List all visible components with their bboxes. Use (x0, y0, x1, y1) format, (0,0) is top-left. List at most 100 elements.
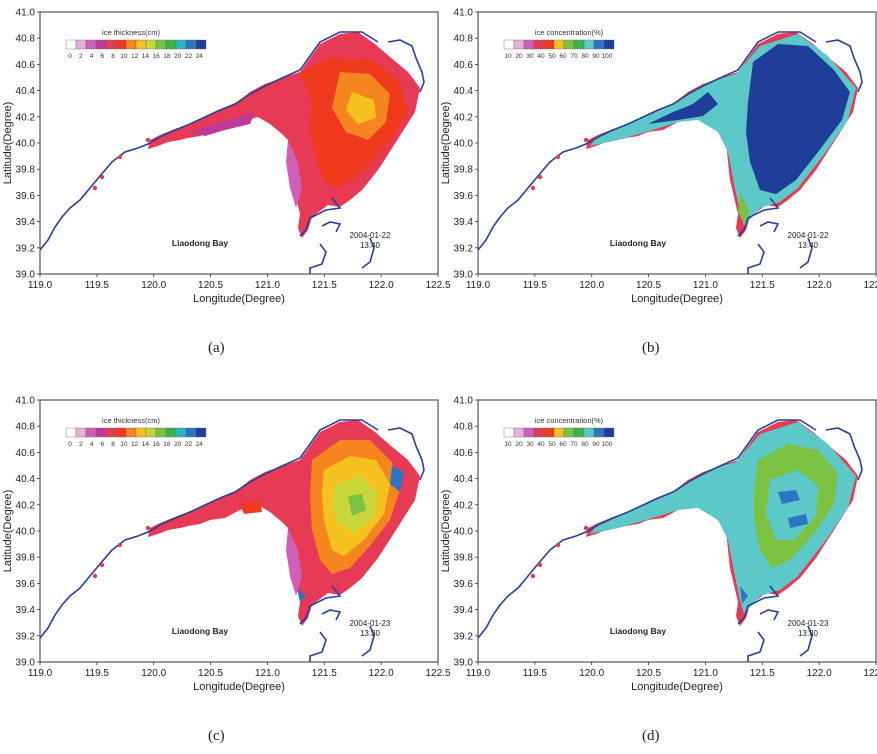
x-axis-label: Longitude(Degree) (193, 681, 285, 693)
ice-spot (117, 154, 123, 160)
coastline (299, 197, 342, 237)
legend-swatch (155, 427, 167, 438)
coastline (825, 39, 863, 93)
y-axis-label: Latitude(Degree) (440, 102, 452, 185)
legend-swatch (105, 39, 117, 50)
legend-tick: 90 (592, 441, 600, 448)
legend-swatch (553, 427, 565, 438)
legend-tick: 10 (120, 441, 128, 448)
y-tick-label: 40.8 (16, 34, 36, 45)
y-tick-label: 39.6 (454, 579, 474, 590)
region-label: Liaodong Bay (172, 626, 228, 636)
legend-tick: 10 (504, 53, 512, 60)
y-tick-label: 40.2 (454, 112, 474, 123)
legend-swatch (65, 427, 77, 438)
legend-tick: 16 (153, 53, 161, 60)
ice-spot (555, 154, 561, 160)
ice-field (778, 490, 800, 504)
legend-tick: 40 (537, 53, 545, 60)
coastline (39, 31, 379, 251)
ice-spot (537, 562, 543, 568)
x-axis-label: Longitude(Degree) (631, 293, 723, 305)
legend-tick: 20 (515, 53, 523, 60)
legend-swatch (593, 39, 605, 50)
legend-tick: 4 (90, 441, 94, 448)
legend-tick: 60 (559, 53, 567, 60)
y-tick-label: 40.6 (454, 448, 474, 459)
x-tick-label: 122.5 (425, 280, 450, 291)
y-tick-label: 39.0 (454, 270, 474, 281)
y-tick-label: 41.0 (454, 8, 474, 19)
legend-tick: 2 (79, 53, 83, 60)
x-tick-label: 122.0 (369, 280, 394, 291)
y-tick-label: 39.6 (454, 191, 474, 202)
legend-tick: 22 (185, 441, 193, 448)
ice-field (746, 44, 850, 194)
legend-swatch (75, 39, 87, 50)
legend-tick: 6 (100, 53, 104, 60)
y-tick-label: 41.0 (16, 396, 36, 407)
legend-tick: 12 (131, 53, 139, 60)
ice-field (390, 466, 404, 492)
map-panel-b: ice concentration(%) 10 20 30 40 50 60 70 80 90 10… (438, 0, 877, 366)
legend-swatch (563, 427, 575, 438)
panel-caption: (a) (208, 340, 225, 356)
x-axis-label: Longitude(Degree) (631, 681, 723, 693)
legend-tick: 80 (581, 441, 589, 448)
y-tick-label: 40.4 (16, 86, 36, 97)
legend-swatch (543, 427, 555, 438)
legend-tick: 2 (79, 441, 83, 448)
x-tick-label: 119.5 (85, 668, 110, 679)
y-tick-label: 40.2 (454, 500, 474, 511)
x-tick-label: 120.0 (141, 280, 166, 291)
coastline (737, 585, 780, 625)
legend-tick: 20 (174, 53, 182, 60)
y-tick-label: 39.8 (454, 165, 474, 176)
ice-field (788, 514, 808, 528)
legend-tick: 30 (526, 53, 534, 60)
stamp-time: 13:30 (798, 629, 819, 638)
y-tick-label: 39.2 (16, 243, 36, 254)
legend-tick: 100 (602, 441, 613, 448)
y-tick-label: 40.0 (454, 139, 474, 150)
coastline (361, 237, 375, 269)
y-tick-label: 39.4 (454, 217, 474, 228)
y-tick-label: 40.2 (16, 112, 36, 123)
x-tick-label: 120.5 (636, 668, 661, 679)
region-label: Liaodong Bay (172, 238, 228, 248)
x-tick-label: 122.0 (369, 668, 394, 679)
stamp-date: 2004-01-23 (788, 619, 829, 628)
legend-tick: 24 (196, 53, 204, 60)
legend-swatch (503, 427, 515, 438)
map-svg: ice thickness(cm)0 2 4 6 8 10 12 14 16 18 20 22 24Li… (2, 8, 451, 306)
y-tick-label: 40.8 (16, 422, 36, 433)
x-tick-label: 121.0 (693, 668, 718, 679)
legend-tick: 40 (537, 441, 545, 448)
x-tick-label: 122.0 (807, 668, 832, 679)
y-tick-label: 39.6 (16, 191, 36, 202)
y-tick-label: 39.0 (16, 658, 36, 669)
coastline (309, 243, 327, 274)
y-tick-label: 39.4 (16, 605, 36, 616)
legend-tick: 80 (581, 53, 589, 60)
legend-swatch (533, 39, 545, 50)
ice-spot (583, 137, 589, 143)
y-axis-label: Latitude(Degree) (2, 102, 14, 185)
legend-swatch (135, 427, 147, 438)
legend-swatch (95, 427, 107, 438)
x-tick-label: 122.5 (425, 668, 450, 679)
legend-swatch (573, 39, 585, 50)
coastline (387, 39, 425, 93)
legend-tick: 18 (163, 441, 171, 448)
coastline (759, 609, 780, 621)
x-tick-label: 119.5 (523, 280, 548, 291)
coastline (799, 237, 813, 269)
legend-tick: 8 (111, 441, 115, 448)
coastline (309, 631, 327, 662)
legend-swatch (563, 39, 575, 50)
legend-swatch (543, 39, 555, 50)
legend-swatch (115, 427, 127, 438)
y-tick-label: 39.2 (16, 631, 36, 642)
legend-tick: 50 (548, 441, 556, 448)
stamp-date: 2004-01-22 (350, 231, 391, 240)
